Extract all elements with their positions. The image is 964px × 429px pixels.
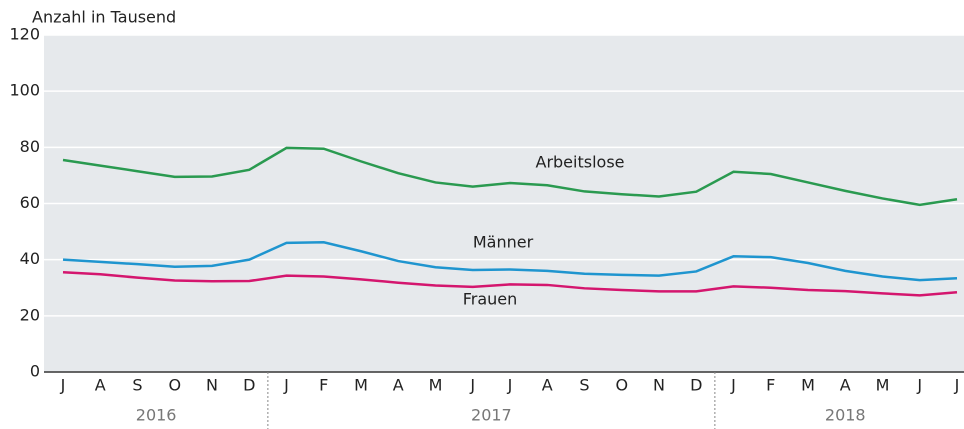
year-label: 2018 [825,406,866,425]
x-tick-label: A [95,376,106,395]
x-tick-label: D [243,376,255,395]
y-tick-label: 0 [30,362,40,381]
x-tick-label: S [132,376,142,395]
x-tick-label: J [469,376,475,395]
x-tick-label: F [766,376,775,395]
year-label: 2017 [471,406,512,425]
series-label: Arbeitslose [536,153,625,172]
x-tick-label: A [393,376,404,395]
x-tick-label: J [730,376,736,395]
x-tick-label: M [801,376,815,395]
y-axis-label: Anzahl in Tausend [32,8,176,27]
y-tick-label: 80 [20,137,40,156]
line [62,271,958,297]
y-tick-label: 100 [9,81,40,100]
series-label: Männer [473,233,534,252]
x-tick-label: J [916,376,922,395]
year-label: 2016 [136,406,177,425]
y-tick-label: 40 [20,249,40,268]
line [62,241,958,282]
x-tick-label: M [876,376,890,395]
x-tick-label: D [690,376,702,395]
x-tick-label: O [168,376,181,395]
y-tick-label: 60 [20,193,40,212]
x-tick-label: J [507,376,513,395]
x-tick-label: J [60,376,66,395]
x-tick-label: S [579,376,589,395]
x-tick-label: F [319,376,328,395]
x-tick-label: N [206,376,218,395]
x-tick-label: M [354,376,368,395]
x-tick-label: A [840,376,851,395]
x-tick-label: N [653,376,665,395]
y-tick-label: 120 [9,25,40,44]
x-tick-label: O [615,376,628,395]
x-tick-label: M [429,376,443,395]
x-tick-label: J [283,376,289,395]
series-label: Frauen [463,290,518,309]
y-tick-label: 20 [20,305,40,324]
x-tick-label: A [542,376,553,395]
line [62,146,958,207]
x-tick-label: J [954,376,960,395]
